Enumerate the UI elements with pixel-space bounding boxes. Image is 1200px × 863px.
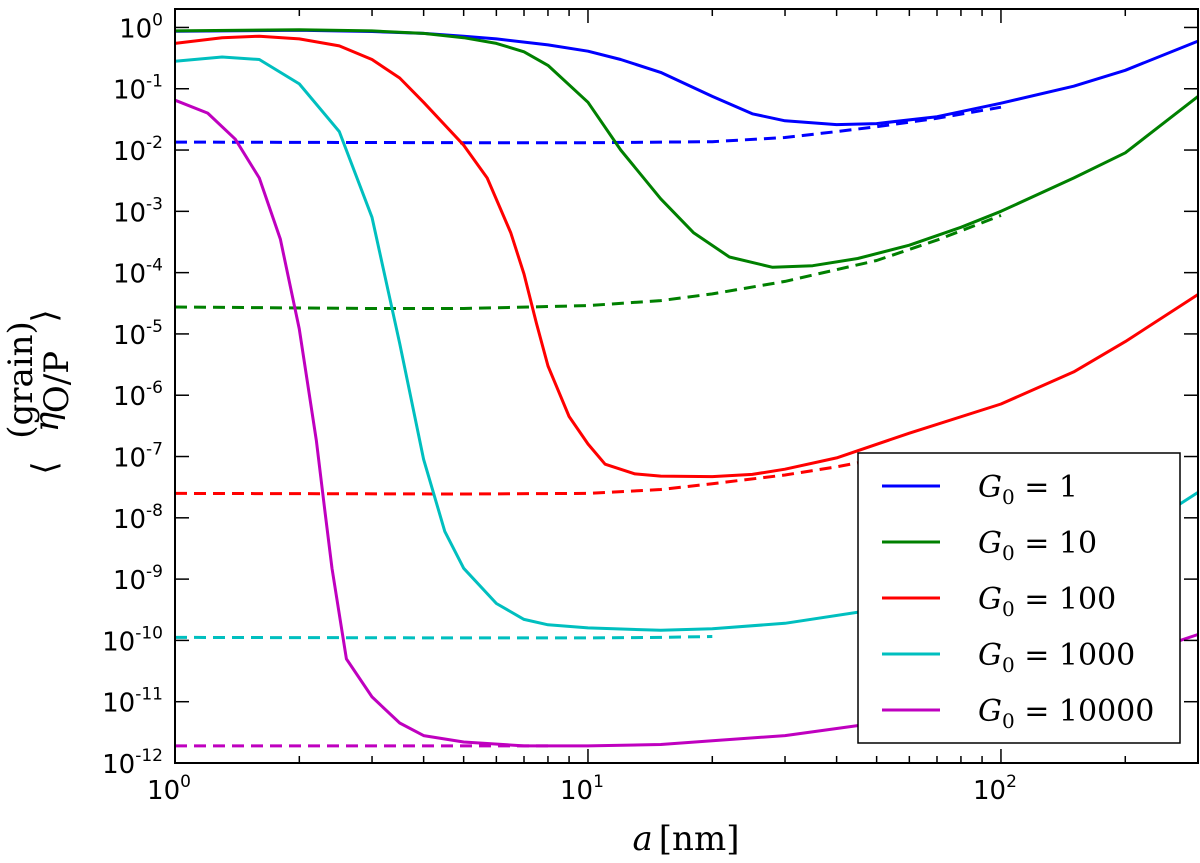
y-tick-label-base: 10: [102, 627, 135, 657]
y-tick-label-exponent: -9: [146, 562, 163, 582]
y-tick-label: 10-1: [113, 72, 163, 106]
x-tick-label-exponent: 0: [180, 772, 191, 792]
plot-frame: [174, 8, 1199, 764]
legend-label-sub: 0: [1002, 653, 1015, 677]
y-tick-label-exponent: 0: [152, 10, 163, 30]
series-3-dashed-line: [174, 457, 877, 496]
y-tick-label-exponent: -4: [146, 256, 163, 276]
y-axis-symbol: η: [27, 411, 67, 432]
series-4-solid-line: [174, 55, 1199, 632]
y-tick-label: 10-11: [102, 685, 163, 719]
legend-label-value: = 100: [1015, 582, 1116, 617]
legend-label-value: = 10: [1015, 526, 1097, 561]
y-tick-label-base: 10: [113, 198, 146, 228]
x-tick-label: 101: [560, 772, 604, 806]
x-tick-labels: 100 101 102: [147, 772, 1017, 806]
y-tick-label-exponent: -1: [146, 72, 163, 92]
x-axis-unit: [nm]: [659, 819, 740, 859]
x-tick-label-exponent: 1: [593, 772, 604, 792]
legend-label-sub: 0: [1002, 597, 1015, 621]
y-tick-label: 10-9: [113, 562, 163, 596]
y-tick-label-base: 10: [119, 14, 152, 44]
y-axis-superscript: (grain): [1, 321, 41, 439]
legend-label-var: G: [978, 470, 1002, 505]
y-tick-label: 10-8: [113, 501, 163, 535]
legend-label-value: = 1000: [1015, 638, 1136, 673]
y-tick-label-exponent: -7: [146, 440, 163, 460]
y-tick-label-exponent: -3: [146, 194, 163, 214]
series-2-solid-line: [174, 28, 1199, 269]
y-tick-label-base: 10: [113, 137, 146, 167]
y-tick-label-exponent: -2: [146, 133, 163, 153]
y-tick-label-base: 10: [113, 505, 146, 535]
series-3-solid-line: [174, 34, 1199, 479]
y-tick-label: 100: [119, 10, 163, 44]
y-tick-label: 10-2: [113, 133, 163, 167]
x-tick-label-base: 10: [560, 776, 593, 806]
y-tick-label: 10-12: [102, 746, 163, 780]
y-tick-label: 10-4: [113, 256, 163, 290]
x-axis-variable: a: [633, 819, 653, 859]
y-tick-label-base: 10: [113, 76, 146, 106]
y-tick-label-base: 10: [113, 260, 146, 290]
y-tick-label: 10-10: [102, 623, 163, 657]
legend-label-var: G: [978, 526, 1002, 561]
legend-label-sub: 0: [1002, 541, 1015, 565]
y-tick-label: 10-3: [113, 194, 163, 228]
y-tick-label-exponent: -5: [146, 317, 163, 337]
x-axis-title: a [nm]: [633, 819, 740, 859]
y-axis-bracket-right: ⟩: [25, 309, 65, 322]
series-1-dashed-line: [174, 105, 1002, 145]
x-tick-label-base: 10: [973, 776, 1006, 806]
legend-label-value: = 1: [1015, 470, 1078, 505]
series-lines: [174, 28, 1199, 748]
x-tick-label-base: 10: [147, 776, 180, 806]
y-tick-label-base: 10: [113, 444, 146, 474]
legend-label-1: G0 = 1: [978, 470, 1078, 509]
x-tick-label-exponent: 2: [1006, 772, 1017, 792]
legend-label-sub: 0: [1002, 709, 1015, 733]
y-tick-label-exponent: -8: [146, 501, 163, 521]
y-tick-label: 10-6: [113, 378, 163, 412]
legend-label-value: = 10000: [1015, 694, 1155, 729]
series-4-dashed-line: [174, 635, 713, 640]
y-tick-label-exponent: -6: [146, 378, 163, 398]
y-tick-label-base: 10: [113, 321, 146, 351]
y-axis-title: ⟨ η O/P (grain) ⟩: [1, 309, 77, 474]
y-tick-label-exponent: -12: [135, 746, 163, 766]
y-tick-label-exponent: -11: [135, 685, 163, 705]
series-5-solid-line: [174, 98, 1199, 748]
x-tick-label: 100: [147, 772, 191, 806]
y-tick-label-base: 10: [113, 566, 146, 596]
x-tick-label: 102: [973, 772, 1017, 806]
legend-label-2: G0 = 10: [978, 526, 1097, 565]
legend-label-sub: 0: [1002, 485, 1015, 509]
y-tick-label-base: 10: [102, 750, 135, 780]
legend-label-4: G0 = 1000: [978, 638, 1135, 677]
legend-label-5: G0 = 10000: [978, 694, 1154, 733]
y-tick-label: 10-7: [113, 440, 163, 474]
y-tick-label-base: 10: [102, 689, 135, 719]
y-tick-label: 10-5: [113, 317, 163, 351]
y-tick-label-base: 10: [113, 382, 146, 412]
y-tick-label-exponent: -10: [135, 623, 163, 643]
y-axis-subscript: O/P: [37, 351, 77, 413]
legend-label-var: G: [978, 638, 1002, 673]
y-tick-labels: 10010-110-210-310-410-510-610-710-810-91…: [102, 10, 163, 780]
legend-label-3: G0 = 100: [978, 582, 1116, 621]
legend-label-var: G: [978, 582, 1002, 617]
y-axis-bracket-left: ⟨: [25, 461, 65, 474]
legend-label-var: G: [978, 694, 1002, 729]
